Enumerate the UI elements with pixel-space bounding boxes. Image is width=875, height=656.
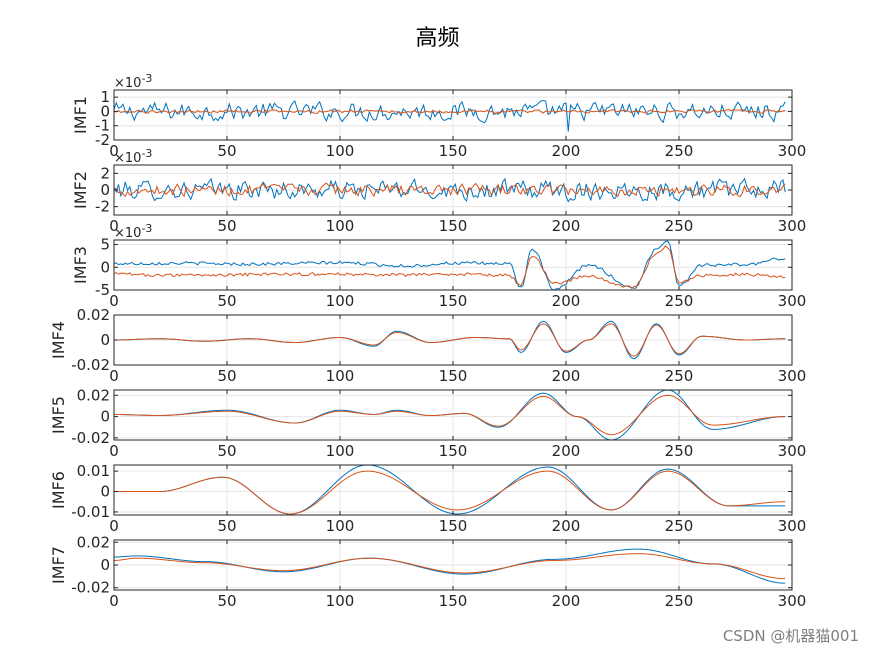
series-line-blue: [114, 177, 786, 203]
series-line-red: [114, 470, 786, 515]
x-tick-label: 200: [552, 217, 581, 235]
x-tick-label: 200: [552, 292, 581, 310]
x-tick-label: 200: [552, 592, 581, 610]
series-line-red: [114, 245, 786, 289]
y-tick-label: 0.02: [77, 533, 110, 551]
y-tick-label: 0.01: [77, 462, 110, 480]
y-tick-label: 2: [100, 164, 110, 182]
x-tick-label: 200: [552, 142, 581, 160]
x-tick-label: 150: [439, 142, 468, 160]
y-tick-label: -0.02: [71, 356, 110, 374]
x-tick-label: 0: [109, 442, 119, 460]
x-tick-label: 100: [326, 517, 355, 535]
x-tick-label: 300: [778, 442, 807, 460]
series-line-red: [114, 394, 786, 436]
x-tick-label: 300: [778, 142, 807, 160]
y-axis-label: IMF7: [49, 546, 68, 584]
x-tick-label: 50: [217, 142, 236, 160]
x-tick-label: 100: [326, 367, 355, 385]
y-axis-label: IMF4: [49, 321, 68, 359]
x-tick-label: 100: [326, 442, 355, 460]
x-tick-label: 0: [109, 142, 119, 160]
x-tick-label: 50: [217, 292, 236, 310]
x-tick-label: 250: [665, 517, 694, 535]
y-tick-label: 0: [100, 331, 110, 349]
y-tick-label: 0: [100, 483, 110, 501]
y-axis-multiplier: ×10-3: [114, 72, 152, 91]
series-line-blue: [114, 548, 786, 584]
x-tick-label: 150: [439, 442, 468, 460]
x-tick-label: 200: [552, 517, 581, 535]
x-tick-label: 250: [665, 442, 694, 460]
x-tick-label: 150: [439, 517, 468, 535]
y-axis-label: IMF2: [71, 171, 90, 209]
y-tick-label: -2: [95, 131, 110, 149]
y-tick-label: -0.02: [71, 579, 110, 597]
x-tick-label: 50: [217, 592, 236, 610]
series-line-red: [114, 182, 786, 198]
x-tick-label: 0: [109, 367, 119, 385]
y-tick-label: -0.01: [71, 503, 110, 521]
x-tick-label: 150: [439, 217, 468, 235]
x-tick-label: 0: [109, 292, 119, 310]
x-tick-label: 250: [665, 592, 694, 610]
chart-title: 高频: [415, 26, 459, 51]
y-tick-label: 0: [100, 408, 110, 426]
x-tick-label: 200: [552, 442, 581, 460]
series-line-red: [114, 553, 786, 580]
watermark: CSDN @机器猫001: [722, 627, 859, 645]
x-tick-label: 50: [217, 217, 236, 235]
x-tick-label: 300: [778, 592, 807, 610]
x-tick-label: 300: [778, 292, 807, 310]
series-line-red: [114, 108, 786, 114]
x-tick-label: 250: [665, 292, 694, 310]
x-tick-label: 100: [326, 592, 355, 610]
y-axis-label: IMF5: [49, 396, 68, 434]
y-tick-label: 0: [100, 258, 110, 276]
y-axis-label: IMF1: [71, 96, 90, 134]
x-tick-label: 150: [439, 367, 468, 385]
x-tick-label: 250: [665, 142, 694, 160]
x-tick-label: 300: [778, 517, 807, 535]
y-tick-label: -5: [95, 281, 110, 299]
x-tick-label: 300: [778, 367, 807, 385]
x-tick-label: 50: [217, 367, 236, 385]
y-tick-label: 0.02: [77, 386, 110, 404]
y-tick-label: 0: [100, 556, 110, 574]
x-tick-label: 100: [326, 217, 355, 235]
y-tick-label: -2: [95, 198, 110, 216]
x-tick-label: 150: [439, 292, 468, 310]
y-tick-label: -1: [95, 117, 110, 135]
y-tick-label: 5: [100, 236, 110, 254]
x-tick-label: 200: [552, 367, 581, 385]
series-line-blue: [114, 99, 786, 132]
y-axis-multiplier: ×10-3: [114, 147, 152, 166]
y-tick-label: -0.02: [71, 429, 110, 447]
y-tick-label: 0: [100, 102, 110, 120]
y-tick-label: 1: [100, 88, 110, 106]
y-axis-label: IMF6: [49, 471, 68, 509]
x-tick-label: 0: [109, 592, 119, 610]
x-tick-label: 100: [326, 292, 355, 310]
y-tick-label: 0: [100, 181, 110, 199]
x-tick-label: 250: [665, 367, 694, 385]
y-axis-multiplier: ×10-3: [114, 222, 152, 241]
x-tick-label: 300: [778, 217, 807, 235]
x-tick-label: 250: [665, 217, 694, 235]
series-line-red: [114, 323, 786, 357]
x-tick-label: 100: [326, 142, 355, 160]
y-tick-label: 0.02: [77, 306, 110, 324]
x-tick-label: 0: [109, 217, 119, 235]
x-tick-label: 0: [109, 517, 119, 535]
x-tick-label: 50: [217, 517, 236, 535]
y-axis-label: IMF3: [71, 246, 90, 284]
x-tick-label: 50: [217, 442, 236, 460]
x-tick-label: 150: [439, 592, 468, 610]
